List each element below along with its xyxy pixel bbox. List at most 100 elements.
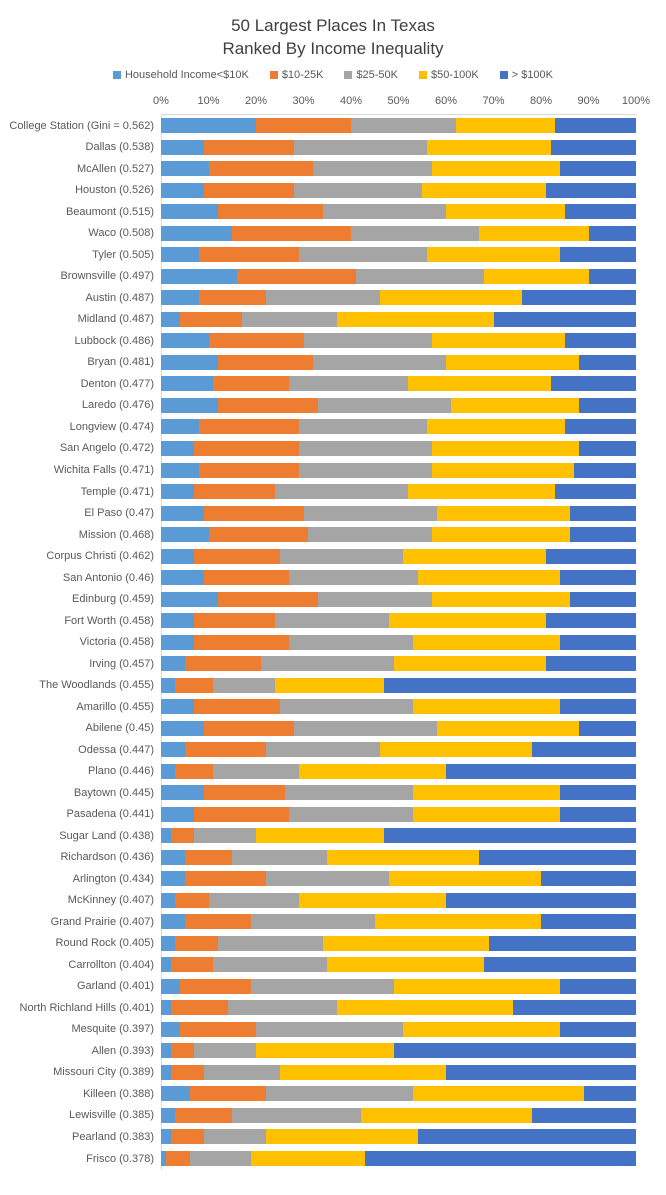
row-track <box>161 591 636 607</box>
row-label: Missouri City (0.389) <box>53 1066 154 1079</box>
bar-segment-household-income-10k <box>161 871 185 887</box>
bar-segment-25-50k <box>194 828 256 844</box>
bar-segment-25-50k <box>294 720 437 736</box>
bar-segment-household-income-10k <box>161 1000 171 1016</box>
row-label: Victoria (0.458) <box>79 636 154 649</box>
row-label: Lubbock (0.486) <box>74 334 155 347</box>
chart-row-wichita-falls: Wichita Falls (0.471) <box>0 459 666 481</box>
bar-segment-100k <box>564 204 636 220</box>
row-track <box>161 247 636 263</box>
chart-row-san-antonio: San Antonio (0.46) <box>0 567 666 589</box>
bar-segment-household-income-10k <box>161 462 199 478</box>
bar-segment-household-income-10k <box>161 225 233 241</box>
bar-segment-25-50k <box>241 311 337 327</box>
bar-segment-100k <box>564 419 636 435</box>
row-track <box>161 333 636 349</box>
row-track <box>161 290 636 306</box>
bar-segment-100k <box>417 1129 636 1145</box>
row-label: Denton (0.477) <box>80 377 154 390</box>
bar-segment-50-100k <box>379 742 532 758</box>
bar-segment-household-income-10k <box>161 548 195 564</box>
bar-segment-100k <box>560 247 636 263</box>
bar-segment-100k <box>446 892 636 908</box>
bar-segment-50-100k <box>408 376 551 392</box>
bar-segment-10-25k <box>237 268 356 284</box>
bar-segment-100k <box>579 440 636 456</box>
row-label: McAllen (0.527) <box>76 162 154 175</box>
legend-item-25-50k: $25-50K <box>344 69 398 81</box>
bar-segment-10-25k <box>170 957 214 973</box>
bar-segment-household-income-10k <box>161 785 204 801</box>
bar-segment-50-100k <box>379 290 522 306</box>
bar-segment-100k <box>560 785 636 801</box>
chart-row-college-station: College Station (Gini = 0.562) <box>0 115 666 137</box>
chart-row-lewisville: Lewisville (0.385) <box>0 1105 666 1127</box>
chart-row-mesquite: Mesquite (0.397) <box>0 1019 666 1041</box>
bar-segment-25-50k <box>317 397 451 413</box>
bar-segment-household-income-10k <box>161 1086 190 1102</box>
bar-segment-25-50k <box>322 204 446 220</box>
bar-segment-25-50k <box>203 1064 280 1080</box>
bar-segment-100k <box>579 720 636 736</box>
bar-segment-100k <box>579 354 636 370</box>
bar-segment-25-50k <box>298 462 432 478</box>
bar-segment-10-25k <box>194 484 275 500</box>
bar-segment-25-50k <box>303 333 432 349</box>
bar-segment-100k <box>531 742 636 758</box>
bar-segment-household-income-10k <box>161 742 185 758</box>
x-tick-label: 50% <box>387 95 410 107</box>
bar-segment-10-25k <box>175 935 218 951</box>
bar-segment-100k <box>384 828 636 844</box>
chart-row-midland: Midland (0.487) <box>0 309 666 331</box>
bar-segment-25-50k <box>213 677 275 693</box>
legend-item-100k: > $100K <box>499 69 554 81</box>
bar-segment-100k <box>393 1043 636 1059</box>
bar-segment-50-100k <box>431 591 570 607</box>
bar-segment-10-25k <box>194 634 290 650</box>
bar-segment-25-50k <box>313 354 446 370</box>
bar-segment-100k <box>560 634 636 650</box>
bar-segment-household-income-10k <box>161 161 209 177</box>
bar-segment-25-50k <box>303 505 437 521</box>
row-track <box>161 204 636 220</box>
bar-segment-10-25k <box>184 742 266 758</box>
row-label: Pasadena (0.441) <box>66 808 154 821</box>
bar-segment-50-100k <box>393 978 560 994</box>
x-tick-label: 100% <box>621 95 651 107</box>
row-label: Abilene (0.45) <box>85 722 155 735</box>
chart-row-brownsville: Brownsville (0.497) <box>0 266 666 288</box>
x-tick-label: 90% <box>577 95 600 107</box>
row-label: Lewisville (0.385) <box>69 1109 154 1122</box>
bar-segment-100k <box>545 182 636 198</box>
x-tick-label: 80% <box>529 95 553 107</box>
bar-segment-household-income-10k <box>161 484 195 500</box>
bar-segment-50-100k <box>431 527 570 543</box>
bar-segment-50-100k <box>436 720 579 736</box>
bar-segment-25-50k <box>213 957 328 973</box>
bar-segment-10-25k <box>218 397 318 413</box>
bar-segment-household-income-10k <box>161 311 180 327</box>
chart-row-frisco: Frisco (0.378) <box>0 1148 666 1170</box>
bar-segment-25-50k <box>208 892 299 908</box>
row-label: Baytown (0.445) <box>73 786 154 799</box>
bar-segment-25-50k <box>289 376 408 392</box>
bar-segment-10-25k <box>256 118 351 134</box>
row-track <box>161 677 636 693</box>
bar-segment-100k <box>550 376 636 392</box>
chart-row-garland: Garland (0.401) <box>0 976 666 998</box>
bar-segment-25-50k <box>308 527 432 543</box>
row-track <box>161 935 636 951</box>
row-label: Wichita Falls (0.471) <box>53 464 154 476</box>
row-label: Sugar Land (0.438) <box>59 829 154 842</box>
row-track <box>161 118 636 134</box>
bar-segment-25-50k <box>189 1151 252 1166</box>
bar-segment-10-25k <box>184 849 233 865</box>
chart-title-line1: 50 Largest Places In Texas <box>231 16 435 35</box>
chart-row-denton: Denton (0.477) <box>0 373 666 395</box>
legend-label: > $100K <box>511 69 554 81</box>
chart-row-victoria: Victoria (0.458) <box>0 631 666 653</box>
bar-segment-household-income-10k <box>161 806 195 822</box>
chart-row-baytown: Baytown (0.445) <box>0 782 666 804</box>
chart-row-missouri-city: Missouri City (0.389) <box>0 1062 666 1084</box>
